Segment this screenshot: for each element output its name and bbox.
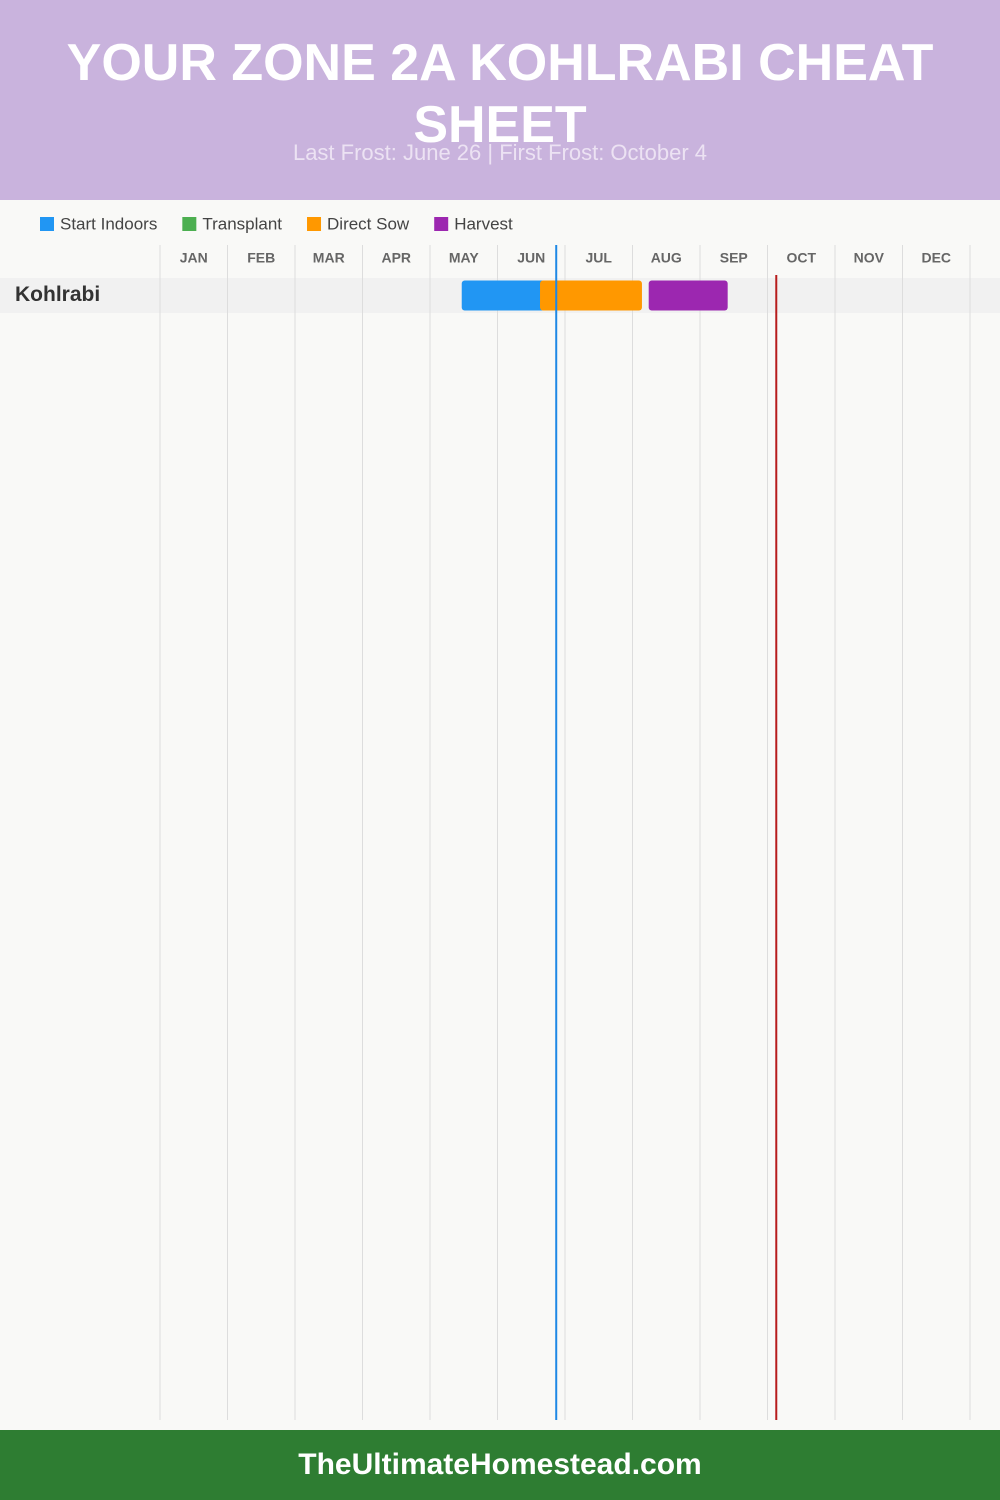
month-label: NOV (854, 250, 885, 266)
legend-swatch (434, 217, 449, 231)
bar (648, 280, 728, 311)
header: YOUR ZONE 2A KOHLRABI CHEAT SHEET Last F… (0, 0, 1000, 200)
legend-swatch (40, 217, 54, 231)
legend-label: Start Indoors (60, 214, 157, 233)
month-label: MAY (449, 250, 479, 266)
month-label: APR (381, 250, 411, 266)
month-label: DEC (921, 250, 951, 266)
month-label: SEP (720, 250, 748, 266)
bar (540, 280, 642, 311)
legend-label: Transplant (202, 214, 282, 233)
month-label: OCT (786, 250, 816, 266)
row-label: Kohlrabi (15, 283, 100, 306)
month-label: JUN (517, 250, 545, 266)
month-label: FEB (247, 250, 275, 266)
chart: Start Indoors Transplant Direct Sow Harvest… (0, 214, 1000, 1420)
month-label: AUG (651, 250, 682, 266)
month-label: JAN (180, 250, 208, 266)
legend-swatch (182, 217, 197, 231)
month-label: JUL (586, 250, 613, 266)
legend-label: Harvest (454, 214, 513, 233)
month-label: MAR (313, 250, 345, 266)
bar (461, 280, 545, 311)
chart-subtitle: Last Frost: June 26 | First Frost: Octob… (292, 140, 708, 165)
legend-label: Direct Sow (327, 214, 410, 233)
chart-title: YOUR ZONE 2A KOHLRABI CHEAT SHEET (66, 34, 934, 154)
legend-swatch (307, 217, 322, 231)
footer: TheUltimateHomestead.com (0, 1430, 1000, 1500)
